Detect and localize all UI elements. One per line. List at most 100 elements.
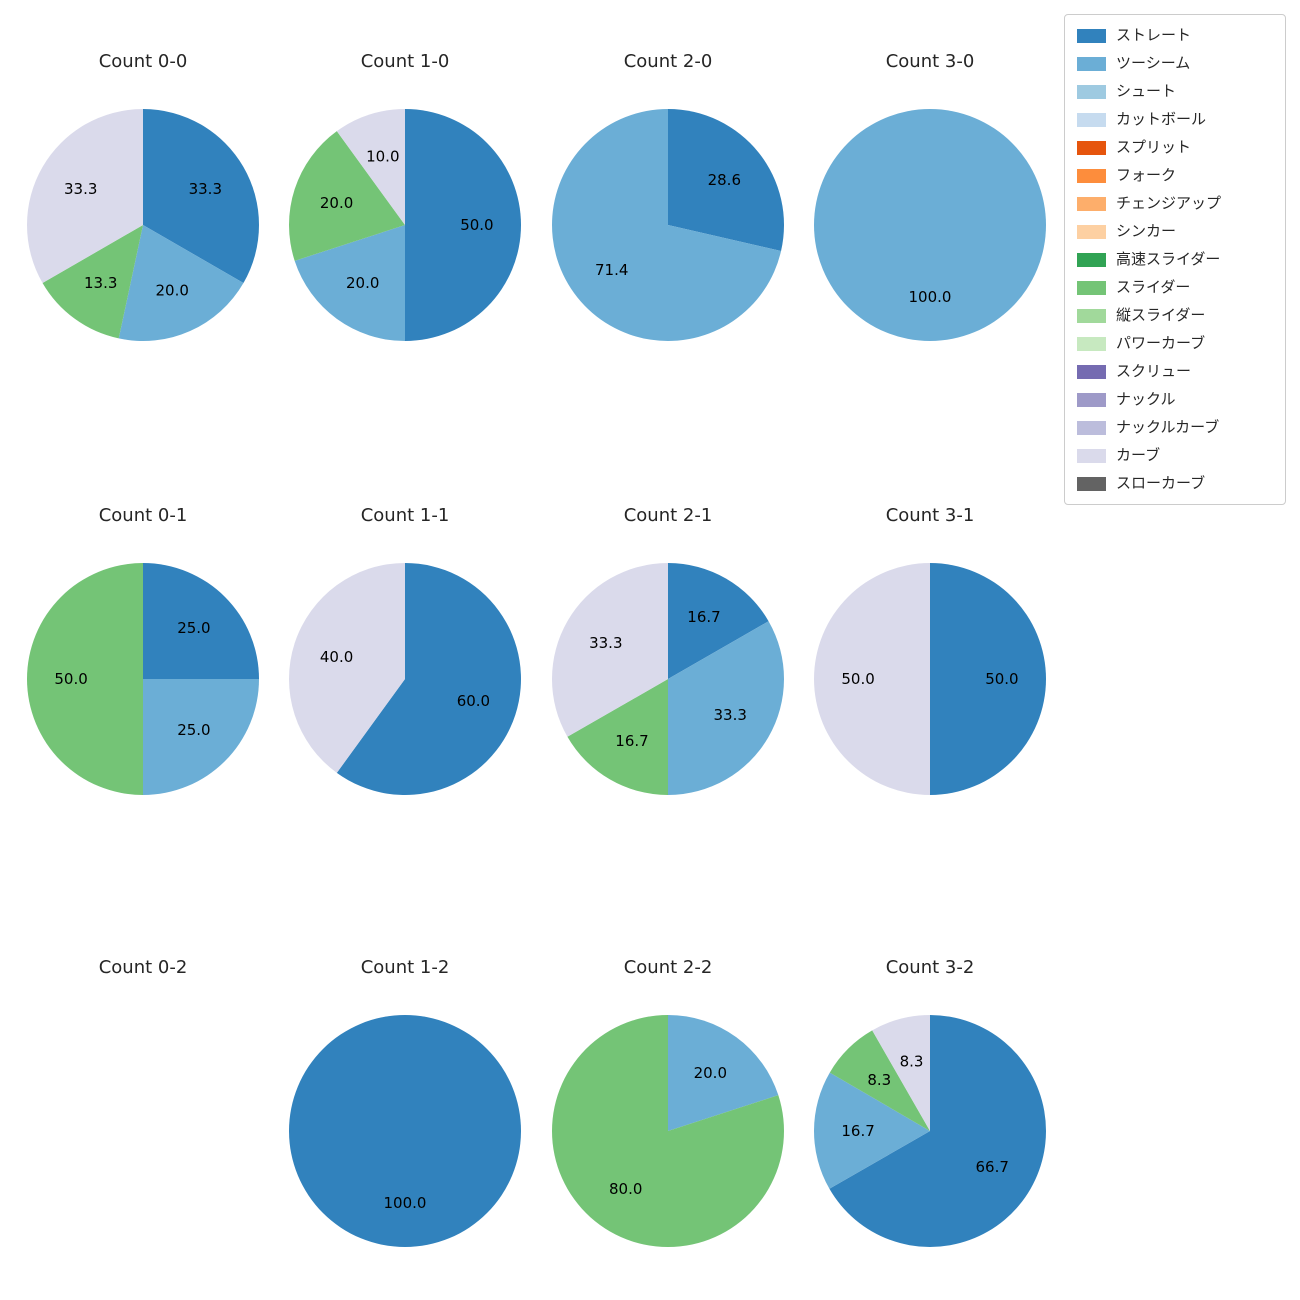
legend-label: ナックル bbox=[1116, 390, 1176, 408]
pie-slice bbox=[26, 109, 143, 283]
legend-item: 高速スライダー bbox=[1077, 249, 1273, 270]
legend-swatch bbox=[1077, 280, 1106, 295]
pie-slice bbox=[814, 563, 930, 795]
legend-label: ナックルカーブ bbox=[1116, 418, 1220, 436]
legend-item: ストレート bbox=[1077, 25, 1273, 46]
pie-slice bbox=[829, 1030, 930, 1131]
chart-title: Count 3-0 bbox=[885, 51, 975, 72]
legend-label: スライダー bbox=[1116, 278, 1191, 296]
pie-slice bbox=[930, 563, 1046, 795]
legend-swatch bbox=[1077, 224, 1106, 239]
legend-label: ストレート bbox=[1116, 26, 1192, 44]
legend-swatch bbox=[1077, 392, 1106, 407]
legend-label: シンカー bbox=[1116, 222, 1177, 240]
legend-swatch bbox=[1077, 252, 1106, 267]
pie-slice-label: 80.0 bbox=[609, 1180, 642, 1198]
legend-swatch bbox=[1077, 364, 1106, 379]
pie-slice-label: 33.3 bbox=[64, 180, 97, 198]
pie-slice-label: 100.0 bbox=[909, 288, 952, 306]
pie-slice bbox=[567, 679, 668, 795]
pie-slice-label: 20.0 bbox=[155, 282, 188, 300]
legend-swatch bbox=[1077, 196, 1106, 211]
pie-slice bbox=[118, 225, 244, 341]
legend-swatch bbox=[1077, 168, 1106, 183]
legend-label: スローカーブ bbox=[1116, 474, 1206, 492]
pie-chart-count-2-1: Count 2-1 16.7 33.3 16.7 33.3 bbox=[537, 504, 799, 796]
pie-slice-label: 50.0 bbox=[54, 670, 87, 688]
pie-slice-label: 40.0 bbox=[320, 648, 353, 666]
pie-slice-label: 28.6 bbox=[708, 171, 741, 189]
pie-slice bbox=[143, 563, 259, 679]
pie: 50.0 20.0 20.0 10.0 bbox=[289, 109, 521, 341]
legend-swatch bbox=[1077, 84, 1106, 99]
pie-slice-label: 50.0 bbox=[460, 216, 493, 234]
legend-item: カットボール bbox=[1077, 109, 1273, 130]
pie-chart-count-2-2: Count 2-2 20.0 80.0 bbox=[537, 956, 799, 1248]
chart-title: Count 1-1 bbox=[360, 505, 450, 526]
legend-item: シュート bbox=[1077, 81, 1273, 102]
legend-item: フォーク bbox=[1077, 165, 1273, 186]
chart-title: Count 3-1 bbox=[885, 505, 975, 526]
legend-swatch bbox=[1077, 308, 1106, 323]
pie-slice-label: 10.0 bbox=[366, 148, 399, 166]
pie-slice bbox=[552, 109, 782, 341]
chart-title: Count 0-0 bbox=[98, 51, 188, 72]
legend-label: チェンジアップ bbox=[1116, 194, 1222, 212]
pie: 100.0 bbox=[814, 109, 1046, 341]
pie bbox=[26, 1014, 260, 1248]
pie-chart-count-0-1: Count 0-1 25.0 25.0 50.0 bbox=[12, 504, 274, 796]
legend-label: フォーク bbox=[1116, 166, 1177, 184]
pie-slice bbox=[143, 679, 259, 795]
pie: 50.0 50.0 bbox=[814, 563, 1046, 795]
pie-slice-label: 33.3 bbox=[189, 180, 222, 198]
pie-slice-label: 20.0 bbox=[694, 1064, 727, 1082]
legend-label: カットボール bbox=[1116, 110, 1207, 128]
legend-label: 高速スライダー bbox=[1116, 250, 1221, 268]
pie-slice bbox=[814, 109, 1046, 341]
legend-item: ツーシーム bbox=[1077, 53, 1273, 74]
pie-slice-label: 20.0 bbox=[346, 274, 379, 292]
pie-chart-count-3-2: Count 3-2 66.7 16.7 8.3 8.3 bbox=[799, 956, 1061, 1248]
pie-slice bbox=[42, 225, 143, 339]
legend-label: 縦スライダー bbox=[1116, 306, 1206, 324]
pie-slice-label: 60.0 bbox=[457, 692, 490, 710]
pie: 16.7 33.3 16.7 33.3 bbox=[551, 563, 785, 795]
pie-slice bbox=[27, 563, 143, 795]
legend-swatch bbox=[1077, 420, 1106, 435]
pie-slice bbox=[294, 225, 405, 341]
pie-slice-label: 16.7 bbox=[615, 732, 648, 750]
pie-slice-label: 16.7 bbox=[841, 1122, 874, 1140]
pie-chart-count-3-0: Count 3-0 100.0 bbox=[799, 50, 1061, 342]
legend-item: チェンジアップ bbox=[1077, 193, 1273, 214]
pie-slice-label: 50.0 bbox=[841, 670, 874, 688]
legend-swatch bbox=[1077, 140, 1106, 155]
chart-title: Count 3-2 bbox=[885, 957, 975, 978]
pie-chart-count-3-1: Count 3-1 50.0 50.0 bbox=[799, 504, 1061, 796]
legend-swatch bbox=[1077, 28, 1106, 43]
legend-item: 縦スライダー bbox=[1077, 305, 1273, 326]
pie-chart-count-2-0: Count 2-0 28.6 71.4 bbox=[537, 50, 799, 342]
legend-label: カーブ bbox=[1116, 446, 1161, 464]
pie-slice-label: 8.3 bbox=[867, 1071, 891, 1089]
pie-slice-label: 71.4 bbox=[595, 261, 628, 279]
legend-swatch bbox=[1077, 476, 1106, 491]
pie-slice bbox=[405, 109, 521, 341]
chart-title: Count 0-1 bbox=[98, 505, 188, 526]
pie-slice-label: 8.3 bbox=[900, 1053, 924, 1071]
pie-slice-label: 100.0 bbox=[384, 1194, 427, 1212]
pie-slice bbox=[872, 1015, 930, 1131]
legend-label: スクリュー bbox=[1116, 362, 1192, 380]
pie-slice bbox=[813, 1072, 930, 1189]
legend-item: スライダー bbox=[1077, 277, 1273, 298]
pie: 25.0 25.0 50.0 bbox=[27, 563, 259, 795]
pie-slice bbox=[289, 1015, 521, 1247]
pie-slice-label: 33.3 bbox=[589, 634, 622, 652]
pie-chart-count-0-2: Count 0-2 bbox=[12, 956, 274, 1248]
pie-slice bbox=[551, 1015, 784, 1247]
chart-title: Count 2-1 bbox=[623, 505, 713, 526]
pie: 33.3 20.0 13.3 33.3 bbox=[26, 109, 260, 341]
legend-item: スローカーブ bbox=[1077, 473, 1273, 494]
pie: 100.0 bbox=[289, 1015, 521, 1247]
pie-slice bbox=[289, 131, 405, 261]
